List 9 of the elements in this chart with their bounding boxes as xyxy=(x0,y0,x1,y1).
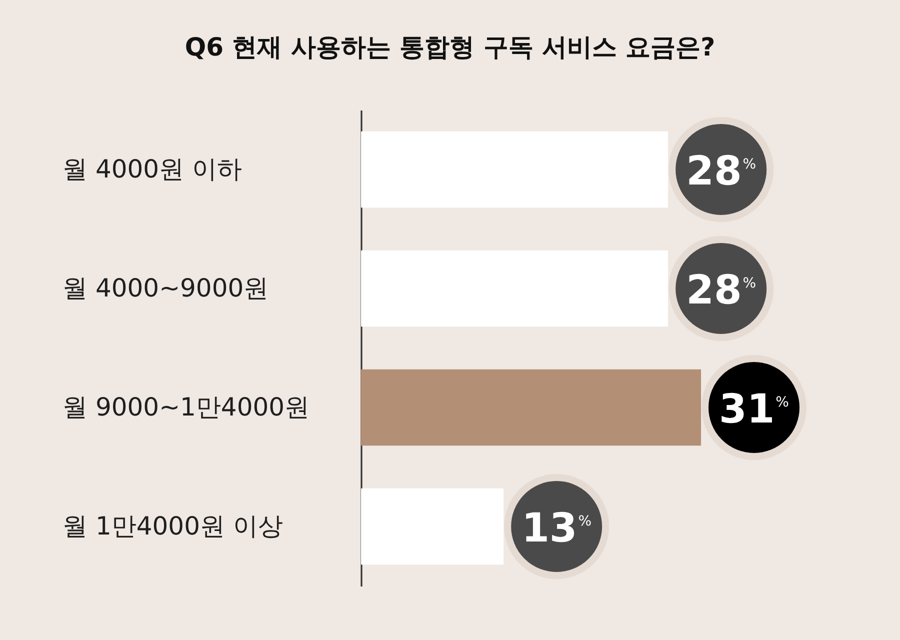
data-label: 13$^{%}$ xyxy=(522,506,592,552)
data-label: 31$^{%}$ xyxy=(719,386,789,432)
y-tick-label: 월 4000~9000원 xyxy=(62,274,269,302)
data-label: 28$^{%}$ xyxy=(686,148,756,194)
y-tick-label: 월 9000~1만4000원 xyxy=(62,392,310,422)
data-label: 28$^{%}$ xyxy=(686,268,756,314)
chart-title: Q6 현재 사용하는 통합형 구독 서비스 요금은? xyxy=(184,32,716,62)
y-tick-label: 월 1만4000원 이상 xyxy=(62,512,283,540)
y-tick-label: 월 4000원 이하 xyxy=(62,154,242,184)
